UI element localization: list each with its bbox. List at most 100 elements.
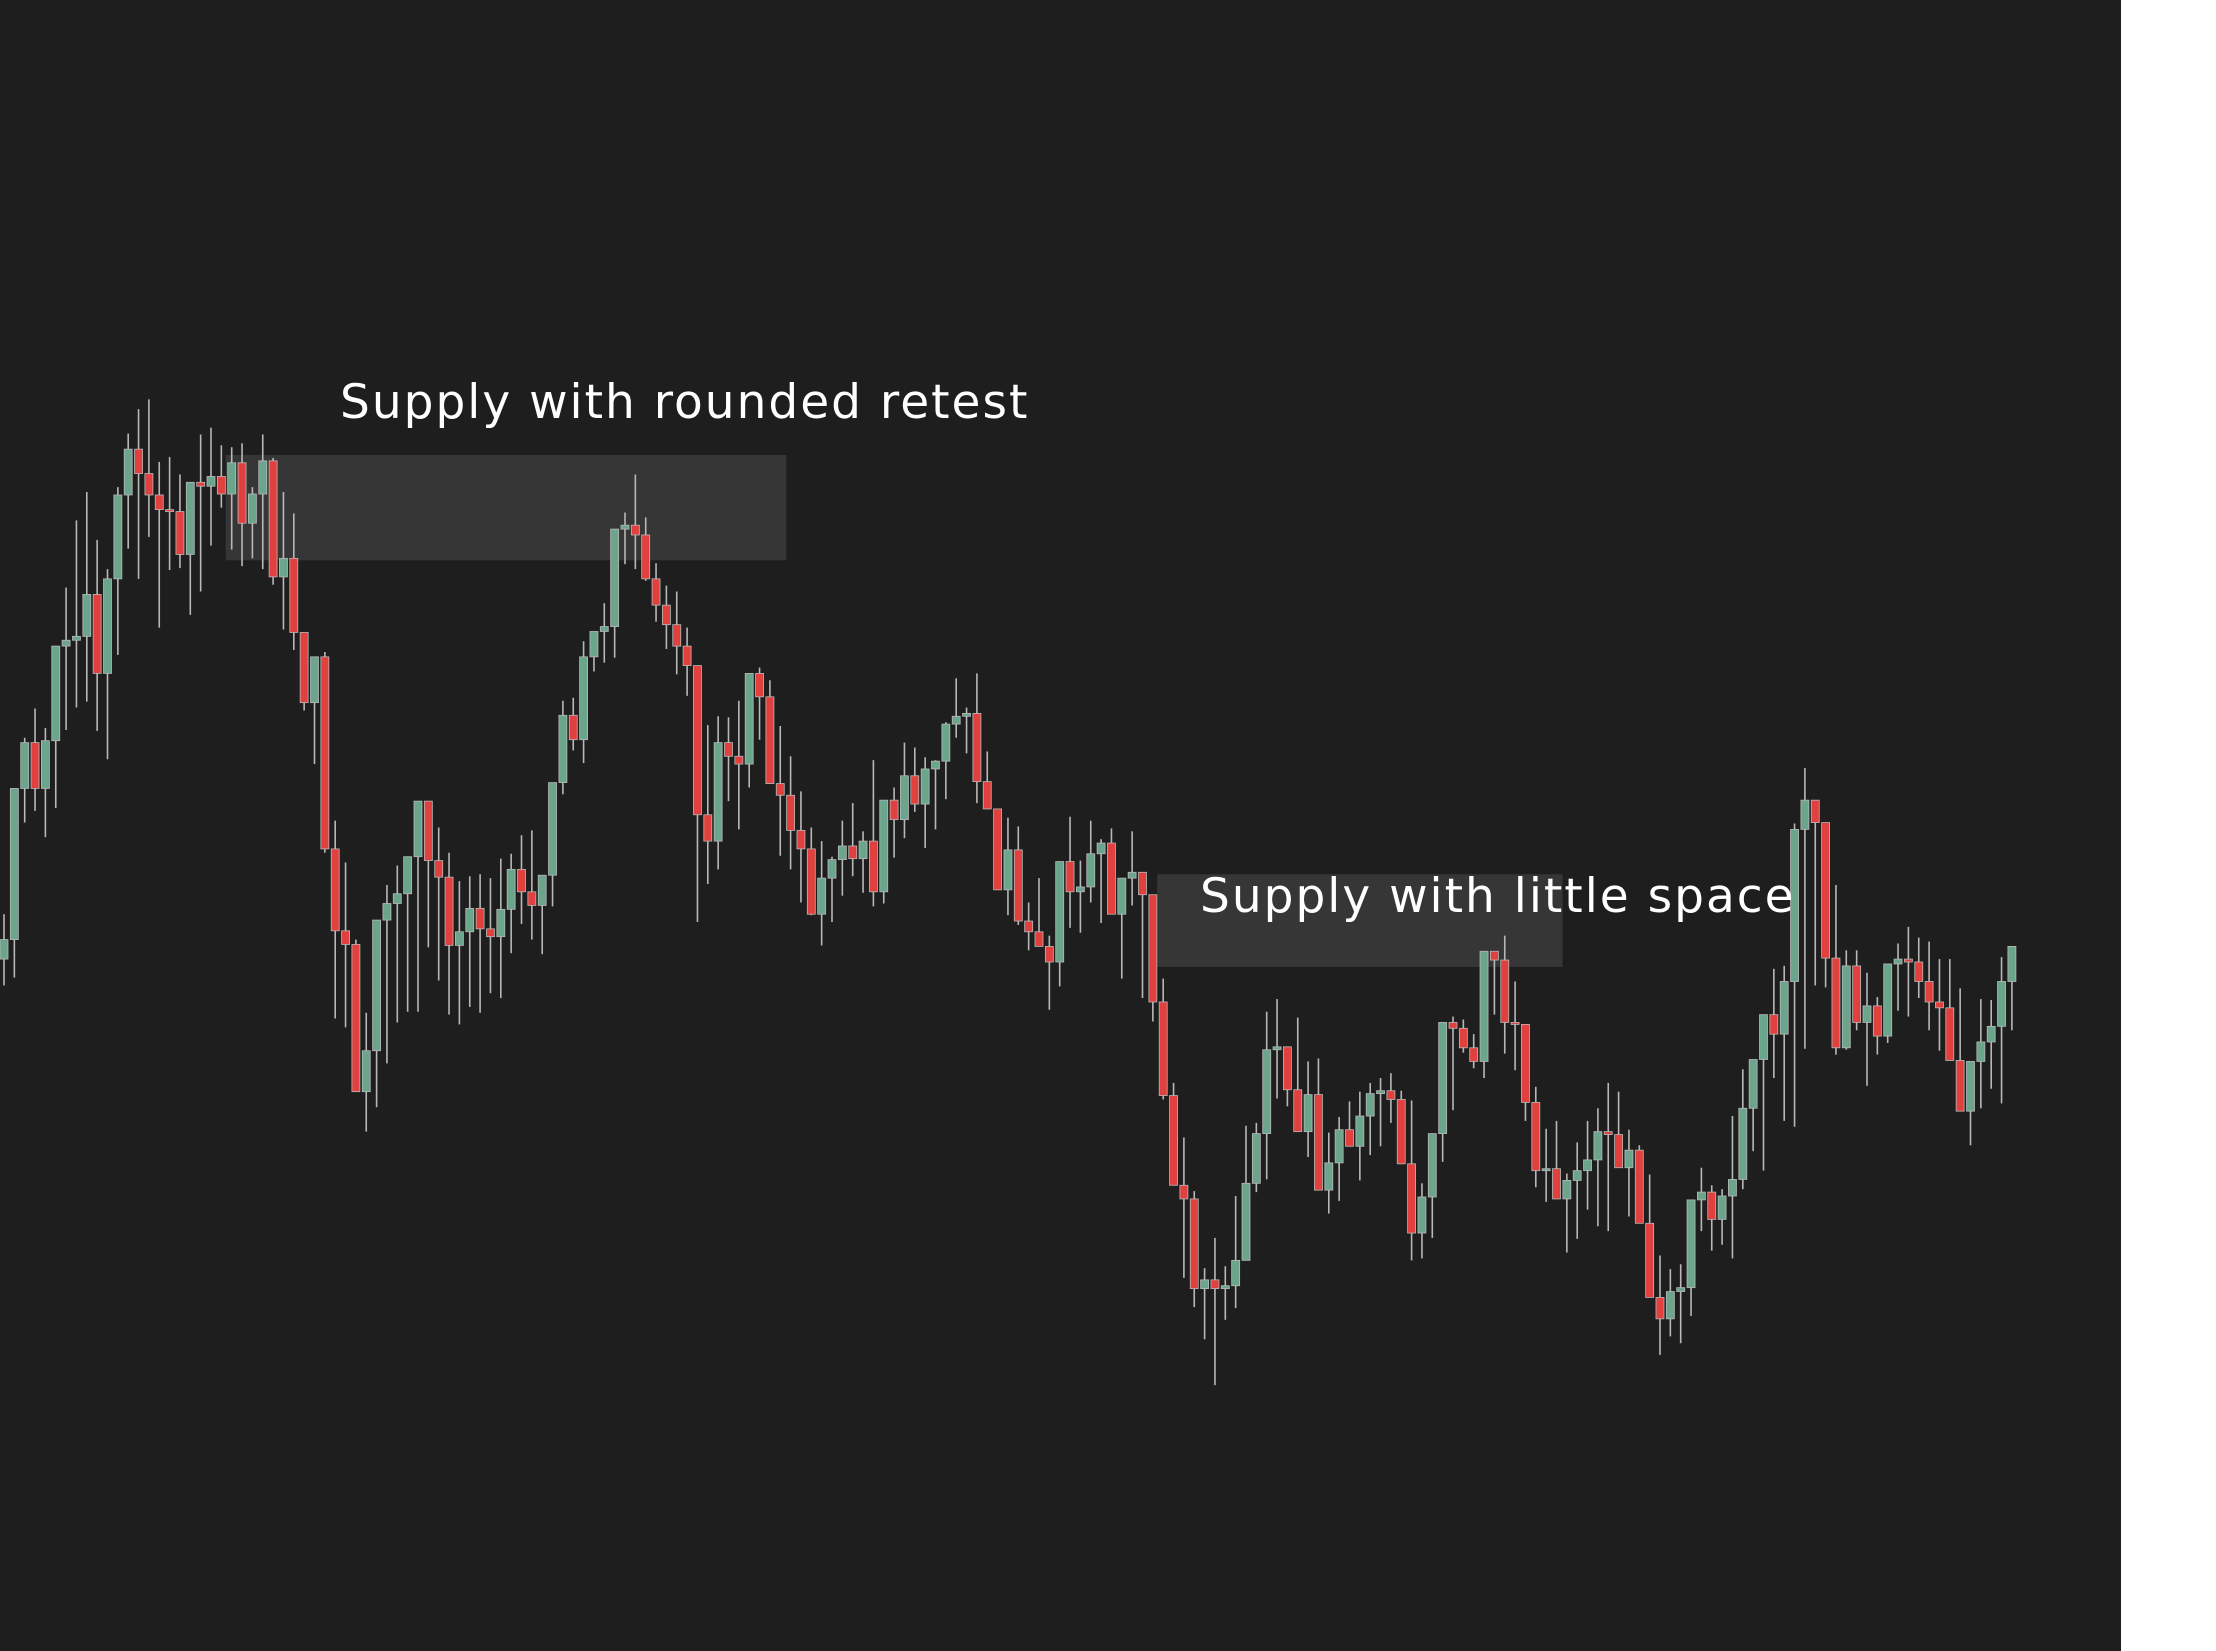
candle-162 — [1665, 1269, 1675, 1337]
candle-146 — [1500, 935, 1510, 1054]
candle-193 — [1986, 1000, 1996, 1089]
candle-56 — [568, 697, 578, 751]
candle-body-bullish — [113, 494, 123, 580]
candle-body-bearish — [289, 557, 299, 633]
candle-body-bearish — [92, 594, 102, 674]
candle-182 — [1872, 997, 1882, 1055]
candle-body-bullish — [1438, 1022, 1448, 1135]
candle-118 — [1210, 1237, 1220, 1386]
candle-68 — [693, 665, 702, 923]
candle-109 — [1117, 877, 1127, 979]
candle-body-bullish — [962, 712, 971, 717]
candle-101 — [1034, 878, 1044, 947]
candle-body-bullish — [744, 673, 754, 765]
candle-10 — [92, 539, 102, 731]
candle-body-bearish — [1769, 1014, 1779, 1035]
candle-172 — [1769, 968, 1779, 1079]
candle-185 — [1904, 926, 1913, 1017]
candle-85 — [869, 760, 878, 907]
candle-body-bullish — [1738, 1107, 1748, 1180]
candle-body-bullish — [599, 626, 609, 632]
candle-body-bearish — [1935, 1001, 1944, 1009]
candle-body-bearish — [1603, 1131, 1613, 1135]
candle-156 — [1603, 1082, 1613, 1232]
candle-149 — [1531, 1086, 1541, 1188]
candle-body-bullish — [0, 939, 9, 960]
candle-77 — [786, 756, 795, 870]
candle-body-bearish — [341, 930, 350, 945]
candle-138 — [1417, 1183, 1427, 1259]
candle-body-bearish — [1044, 946, 1054, 963]
candle-175 — [1800, 767, 1810, 1049]
candle-body-bullish — [1966, 1061, 1975, 1112]
candle-body-bearish — [268, 460, 278, 578]
candle-54 — [548, 782, 557, 907]
candle-158 — [1624, 1129, 1634, 1217]
candle-body-bearish — [848, 845, 858, 860]
candle-body-bearish — [1831, 957, 1841, 1049]
candle-43 — [434, 827, 444, 981]
candle-body-bullish — [1262, 1049, 1272, 1134]
candle-body-bearish — [869, 840, 878, 893]
candle-152 — [1562, 1173, 1572, 1253]
candle-17 — [165, 456, 175, 571]
candle-body-bearish — [1169, 1095, 1178, 1186]
candle-body-bearish — [1293, 1089, 1303, 1133]
candle-body-bearish — [1500, 959, 1510, 1023]
candle-body-bearish — [1396, 1099, 1406, 1165]
candle-body-bullish — [279, 557, 288, 578]
candle-body-bullish — [310, 656, 319, 704]
candle-body-bearish — [1386, 1090, 1396, 1100]
candle-body-bearish — [703, 814, 713, 842]
candle-body-bearish — [216, 476, 226, 495]
candle-body-bullish — [392, 893, 402, 904]
candle-body-bullish — [1076, 886, 1085, 893]
candle-64 — [651, 563, 661, 622]
candle-body-bullish — [1324, 1162, 1334, 1191]
candle-body-bullish — [103, 578, 112, 674]
candle-110 — [1127, 831, 1137, 906]
candle-45 — [454, 881, 464, 1025]
candle-body-bearish — [1552, 1168, 1561, 1200]
candle-body-bullish — [1862, 1005, 1872, 1023]
candle-79 — [806, 827, 816, 916]
candle-70 — [713, 716, 723, 870]
candle-107 — [1096, 839, 1106, 923]
candle-39 — [392, 865, 402, 1023]
candle-89 — [910, 747, 920, 812]
candle-25 — [247, 487, 257, 559]
candle-body-bullish — [713, 742, 723, 842]
candle-18 — [175, 474, 185, 569]
candle-57 — [579, 641, 588, 764]
candle-body-bearish — [1914, 961, 1924, 982]
candle-body-bearish — [682, 645, 692, 666]
candle-189 — [1945, 959, 1955, 1061]
candle-100 — [1024, 902, 1034, 951]
candle-body-bullish — [1800, 799, 1810, 830]
candles — [0, 399, 2017, 1386]
candle-body-bearish — [1345, 1129, 1354, 1147]
candle-body-bearish — [351, 944, 361, 1093]
candle-body-bearish — [320, 656, 330, 850]
candle-body-bearish — [175, 511, 185, 555]
candle-140 — [1438, 1022, 1448, 1162]
candle-body-bullish — [1200, 1279, 1209, 1290]
candle-body-bearish — [1024, 920, 1034, 933]
candle-127 — [1303, 1061, 1313, 1157]
candle-body-bearish — [765, 696, 775, 784]
candle-7 — [61, 587, 71, 730]
candle-180 — [1852, 950, 1862, 1031]
candle-166 — [1707, 1185, 1717, 1251]
candle-12 — [113, 487, 123, 655]
candle-body-bearish — [1158, 1001, 1168, 1096]
candle-body-bullish — [454, 931, 464, 946]
candle-179 — [1841, 950, 1851, 1050]
candle-body-bullish — [1479, 950, 1489, 1062]
candle-body-bullish — [1748, 1059, 1758, 1109]
candle-108 — [1107, 828, 1116, 915]
candle-body-bearish — [775, 783, 785, 796]
candle-51 — [517, 835, 526, 924]
candle-15 — [144, 399, 154, 537]
candle-123 — [1262, 1011, 1272, 1180]
candle-83 — [848, 803, 858, 877]
